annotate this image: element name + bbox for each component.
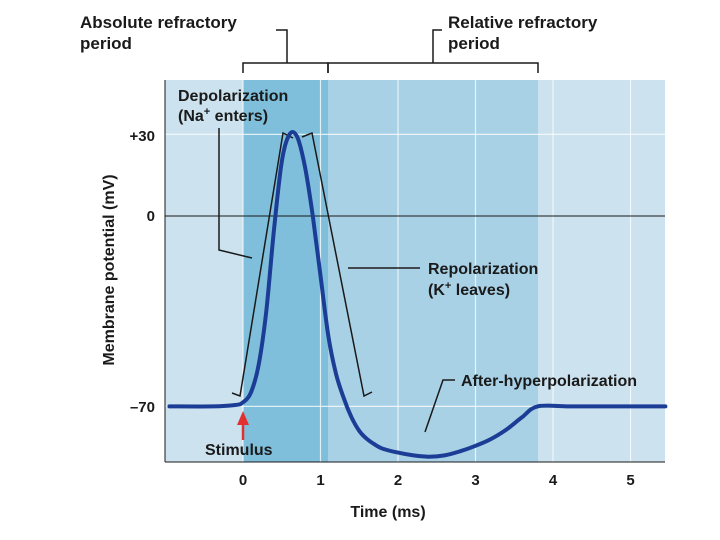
after-hyperpolarization-leader bbox=[424, 379, 455, 433]
depolarization-sublabel: (Na+ enters) bbox=[178, 106, 268, 125]
relative-refractory-band bbox=[320, 80, 538, 462]
x-tick-label: 0 bbox=[239, 472, 247, 489]
relative-refractory-bracket bbox=[327, 29, 539, 73]
x-tick-label: 4 bbox=[549, 472, 558, 489]
x-tick-labels: 0 1 2 3 4 5 bbox=[239, 472, 635, 489]
repolarization-leader-lines bbox=[301, 131, 420, 398]
y-axis-title: Membrane potential (mV) bbox=[101, 174, 118, 365]
relative-refractory-label: Relative refractory bbox=[448, 13, 598, 32]
x-tick-label: 2 bbox=[394, 472, 402, 489]
absolute-refractory-label-line2: period bbox=[80, 34, 132, 53]
x-axis-title: Time (ms) bbox=[350, 504, 425, 521]
y-tick-label: 0 bbox=[147, 208, 155, 225]
absolute-refractory-band bbox=[243, 80, 328, 462]
absolute-refractory-bracket bbox=[242, 29, 329, 73]
x-tick-label: 5 bbox=[626, 472, 634, 489]
x-tick-label: 1 bbox=[316, 472, 324, 489]
y-tick-label: –70 bbox=[130, 399, 155, 416]
y-tick-label: +30 bbox=[130, 128, 155, 145]
depolarization-label: Depolarization bbox=[178, 88, 288, 105]
absolute-refractory-label: Absolute refractory bbox=[80, 13, 237, 32]
repolarization-label: Repolarization bbox=[428, 261, 538, 278]
stimulus-arrow bbox=[237, 411, 249, 440]
action-potential-line bbox=[167, 130, 668, 459]
after-hyperpolarization-label: After-hyperpolarization bbox=[461, 373, 637, 390]
stimulus-label: Stimulus bbox=[205, 442, 273, 459]
repolarization-sublabel: (K+ leaves) bbox=[428, 280, 510, 299]
x-tick-label: 3 bbox=[471, 472, 479, 489]
relative-refractory-label-line2: period bbox=[448, 34, 500, 53]
